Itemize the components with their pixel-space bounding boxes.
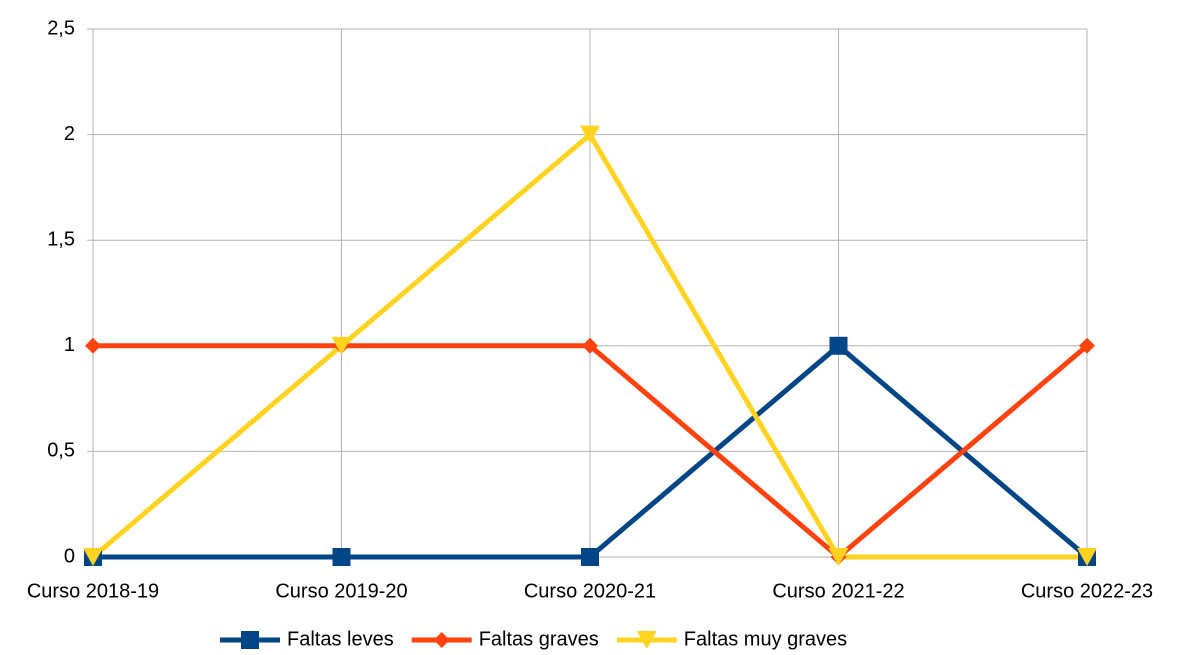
x-tick-label: Curso 2022-23 xyxy=(1021,580,1153,602)
y-tick-label: 2 xyxy=(64,123,75,145)
marker xyxy=(1077,548,1097,566)
y-tick-label: 0,5 xyxy=(47,440,75,462)
marker xyxy=(85,337,101,354)
marker xyxy=(331,336,352,355)
marker xyxy=(636,631,657,649)
y-tick-label: 2,5 xyxy=(47,17,75,39)
marker xyxy=(433,632,450,648)
marker xyxy=(581,548,599,566)
marker xyxy=(580,125,600,144)
y-tick-label: 1 xyxy=(64,334,75,356)
marker xyxy=(828,548,849,566)
legend-label: Faltas graves xyxy=(479,628,599,650)
marker xyxy=(241,631,259,649)
x-tick-label: Curso 2021-22 xyxy=(772,580,904,602)
y-tick-label: 0 xyxy=(64,545,75,567)
x-tick-label: Curso 2020-21 xyxy=(524,580,656,602)
x-tick-label: Curso 2019-20 xyxy=(275,580,407,602)
marker xyxy=(83,548,103,566)
marker xyxy=(1079,337,1095,354)
legend: Faltas leves Faltas graves Faltas muy grav… xyxy=(220,628,847,650)
marker xyxy=(332,548,351,566)
marker xyxy=(582,337,598,354)
x-tick-label: Curso 2018-19 xyxy=(27,580,159,602)
y-tick-label: 1,5 xyxy=(47,228,75,250)
legend-label: Faltas leves xyxy=(287,628,394,650)
legend-label: Faltas muy graves xyxy=(684,628,847,650)
marker xyxy=(829,336,848,355)
